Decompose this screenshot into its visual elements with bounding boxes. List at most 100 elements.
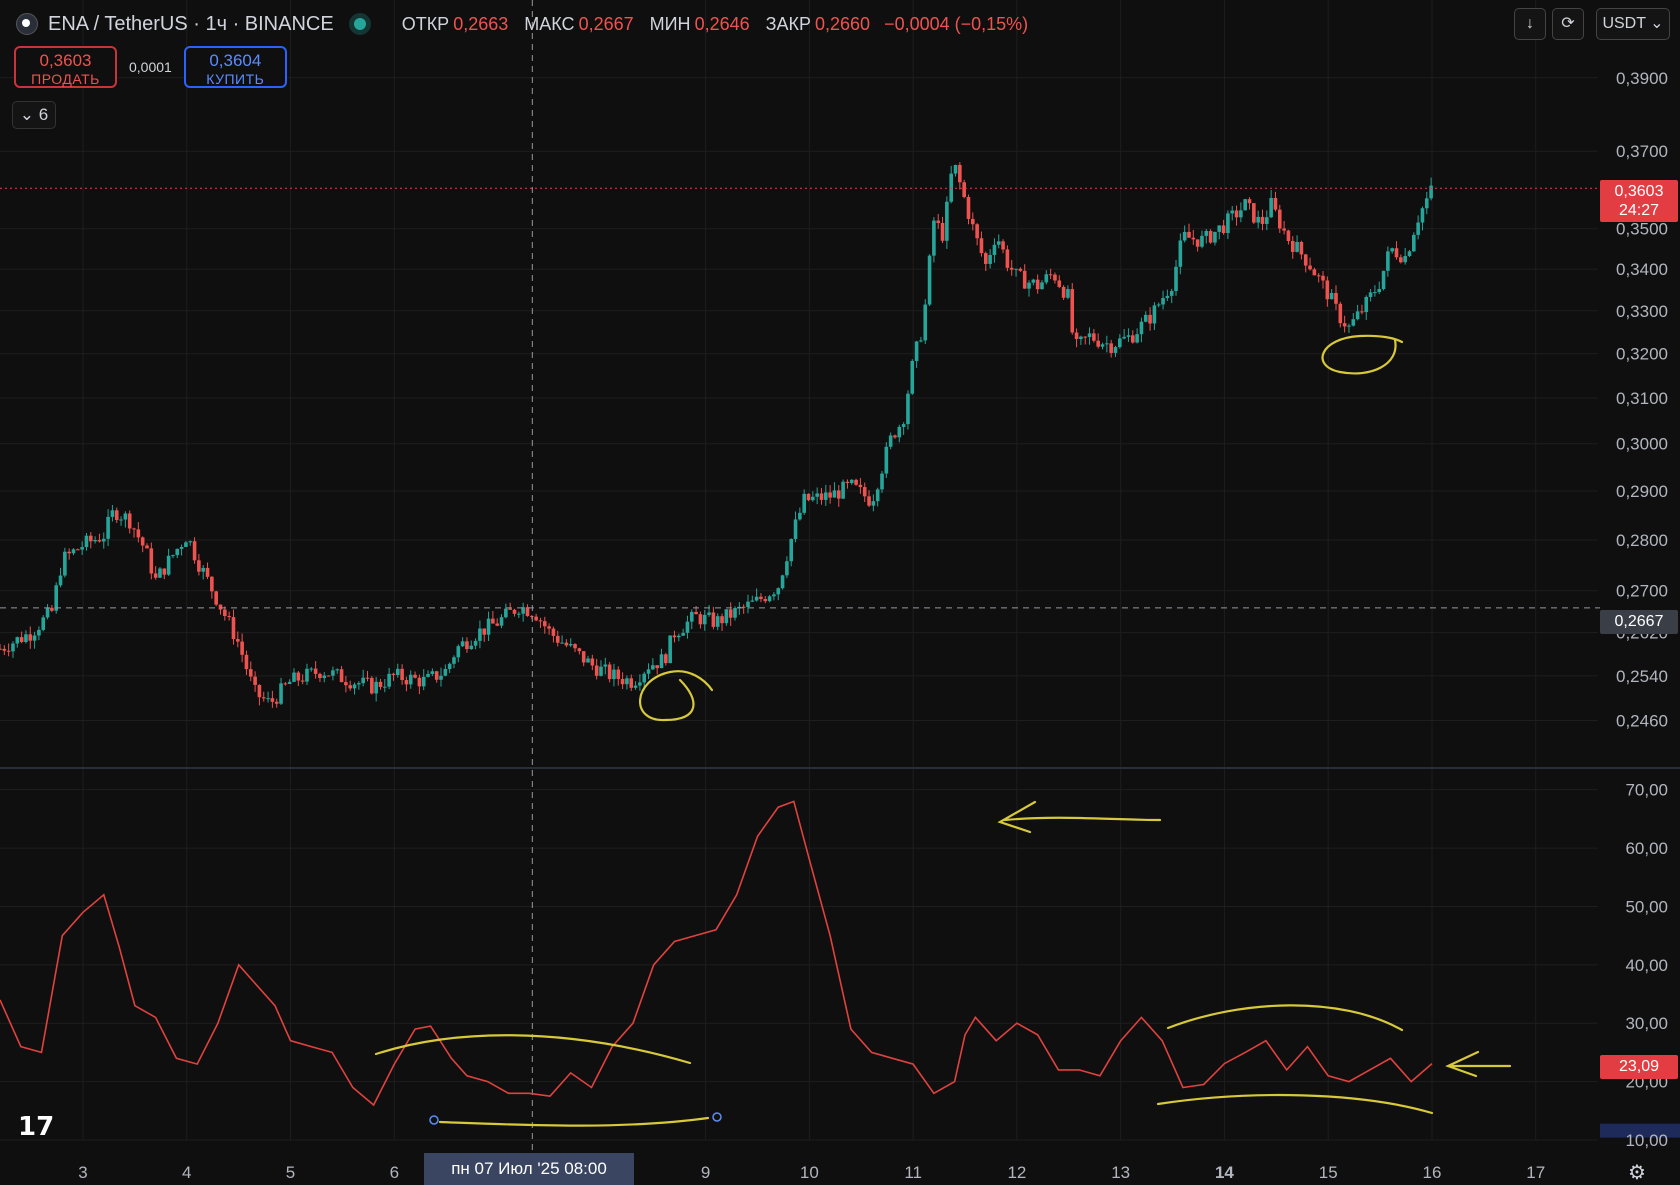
tradingview-logo-icon[interactable]: 17 bbox=[18, 1112, 55, 1142]
candle-body bbox=[227, 616, 231, 618]
candle-body bbox=[240, 641, 244, 655]
sell-button[interactable]: 0,3603 ПРОДАТЬ bbox=[14, 46, 117, 88]
candle-body bbox=[1109, 343, 1113, 353]
candle-body bbox=[512, 609, 517, 614]
grid bbox=[0, 0, 1680, 1141]
symbol-title[interactable]: ENA / TetherUS · 1ч · BINANCE bbox=[48, 12, 334, 35]
candle-body bbox=[962, 182, 966, 198]
candle-body bbox=[1083, 336, 1088, 338]
candle-body bbox=[953, 164, 958, 174]
candle-body bbox=[1139, 321, 1144, 335]
candle-body bbox=[153, 573, 158, 578]
candle-body bbox=[88, 535, 93, 542]
annotation-arrow-1 bbox=[997, 800, 1162, 834]
candle-body bbox=[642, 673, 647, 683]
candle-body bbox=[504, 608, 508, 618]
price-tick-label: 0,3100 bbox=[1616, 389, 1668, 408]
replay-icon[interactable]: ⟳ bbox=[1552, 8, 1584, 40]
candle-body bbox=[374, 681, 378, 694]
price-tick-label: 0,3300 bbox=[1616, 302, 1668, 321]
candle-body bbox=[1221, 225, 1226, 233]
candle-body bbox=[1096, 340, 1100, 347]
annotation-circle-1 bbox=[639, 670, 714, 722]
candle-body bbox=[1087, 333, 1092, 338]
candle-body bbox=[689, 611, 694, 622]
open-label: ОТКР bbox=[401, 13, 450, 34]
candle-body bbox=[283, 683, 288, 685]
crosshair-price-tag: 0,2667 bbox=[1600, 610, 1678, 634]
candle-body bbox=[1269, 197, 1273, 218]
candle-body bbox=[1351, 319, 1356, 326]
candle-body bbox=[1182, 231, 1187, 241]
candle-body bbox=[1377, 289, 1382, 293]
candle-body bbox=[1169, 290, 1174, 296]
candle-body bbox=[1048, 274, 1053, 276]
candle-body bbox=[1022, 270, 1027, 289]
candle-body bbox=[1342, 323, 1347, 327]
candle-body bbox=[335, 669, 340, 671]
candle-body bbox=[1239, 210, 1243, 218]
candle-body bbox=[983, 253, 988, 264]
candle-body bbox=[84, 535, 89, 548]
candle-body bbox=[322, 675, 327, 679]
candle-body bbox=[763, 598, 768, 602]
change-value: −0,0004 (−0,15%) bbox=[884, 13, 1029, 34]
buy-button[interactable]: 0,3604 КУПИТЬ bbox=[183, 46, 287, 88]
candle-body bbox=[58, 575, 63, 586]
candle-body bbox=[1308, 265, 1312, 270]
price-tick-label: 0,3500 bbox=[1616, 220, 1668, 239]
candle-body bbox=[162, 568, 167, 575]
candle-body bbox=[54, 585, 59, 611]
candle-body bbox=[568, 644, 573, 646]
collapse-indicators-button[interactable]: ⌄ 6 bbox=[12, 101, 56, 129]
candle-body bbox=[443, 668, 448, 676]
download-icon[interactable]: ↓ bbox=[1514, 8, 1546, 40]
candle-body bbox=[1412, 234, 1416, 252]
candle-body bbox=[612, 669, 616, 680]
gear-icon[interactable]: ⚙ bbox=[1628, 1162, 1646, 1184]
candle-body bbox=[849, 479, 854, 484]
candle-body bbox=[945, 201, 949, 241]
candle-body bbox=[114, 510, 119, 521]
high-label: МАКС bbox=[524, 13, 575, 34]
candle-body bbox=[664, 654, 668, 664]
candle-body bbox=[906, 393, 910, 425]
candle-body bbox=[767, 596, 772, 602]
candle-body bbox=[1191, 237, 1196, 240]
candle-body bbox=[845, 481, 850, 484]
countdown-value: 24:27 bbox=[1618, 202, 1660, 219]
candle-body bbox=[919, 340, 923, 342]
candle-body bbox=[1143, 314, 1148, 322]
candle-body bbox=[724, 609, 729, 624]
candle-body bbox=[629, 678, 634, 688]
candle-body bbox=[633, 685, 638, 688]
candle-body bbox=[1338, 303, 1343, 324]
candle-body bbox=[1079, 336, 1083, 340]
rsi-tick-label: 70,00 bbox=[1625, 781, 1668, 800]
time-tick-label: 6 bbox=[390, 1163, 399, 1182]
candle-body bbox=[421, 676, 426, 687]
candle-body bbox=[715, 616, 720, 627]
market-open-icon bbox=[353, 18, 366, 30]
candle-body bbox=[620, 678, 625, 685]
candle-body bbox=[603, 664, 608, 667]
candle-body bbox=[599, 666, 603, 676]
candle-body bbox=[1070, 289, 1075, 333]
candle-body bbox=[235, 639, 240, 642]
candle-body bbox=[37, 629, 41, 636]
axes: 0,3900 0,3700 0,3500 0,3400 0,3300 0,3200 0,31… bbox=[78, 69, 1668, 1182]
open-value: 0,2663 bbox=[453, 13, 509, 34]
candle-body bbox=[1152, 305, 1157, 324]
candle-body bbox=[1165, 295, 1170, 299]
candle-body bbox=[1312, 269, 1317, 276]
candle-body bbox=[1273, 197, 1278, 210]
rsi-value-tag: 23,09 bbox=[1600, 1055, 1678, 1079]
candle-body bbox=[979, 238, 984, 254]
candle-body bbox=[473, 640, 478, 646]
rsi-tick-label: 50,00 bbox=[1625, 897, 1668, 916]
candle-body bbox=[936, 220, 941, 223]
candle-body bbox=[300, 680, 305, 682]
time-tick-label: 13 bbox=[1111, 1163, 1130, 1182]
currency-select[interactable]: USDT ⌄ bbox=[1596, 8, 1670, 40]
